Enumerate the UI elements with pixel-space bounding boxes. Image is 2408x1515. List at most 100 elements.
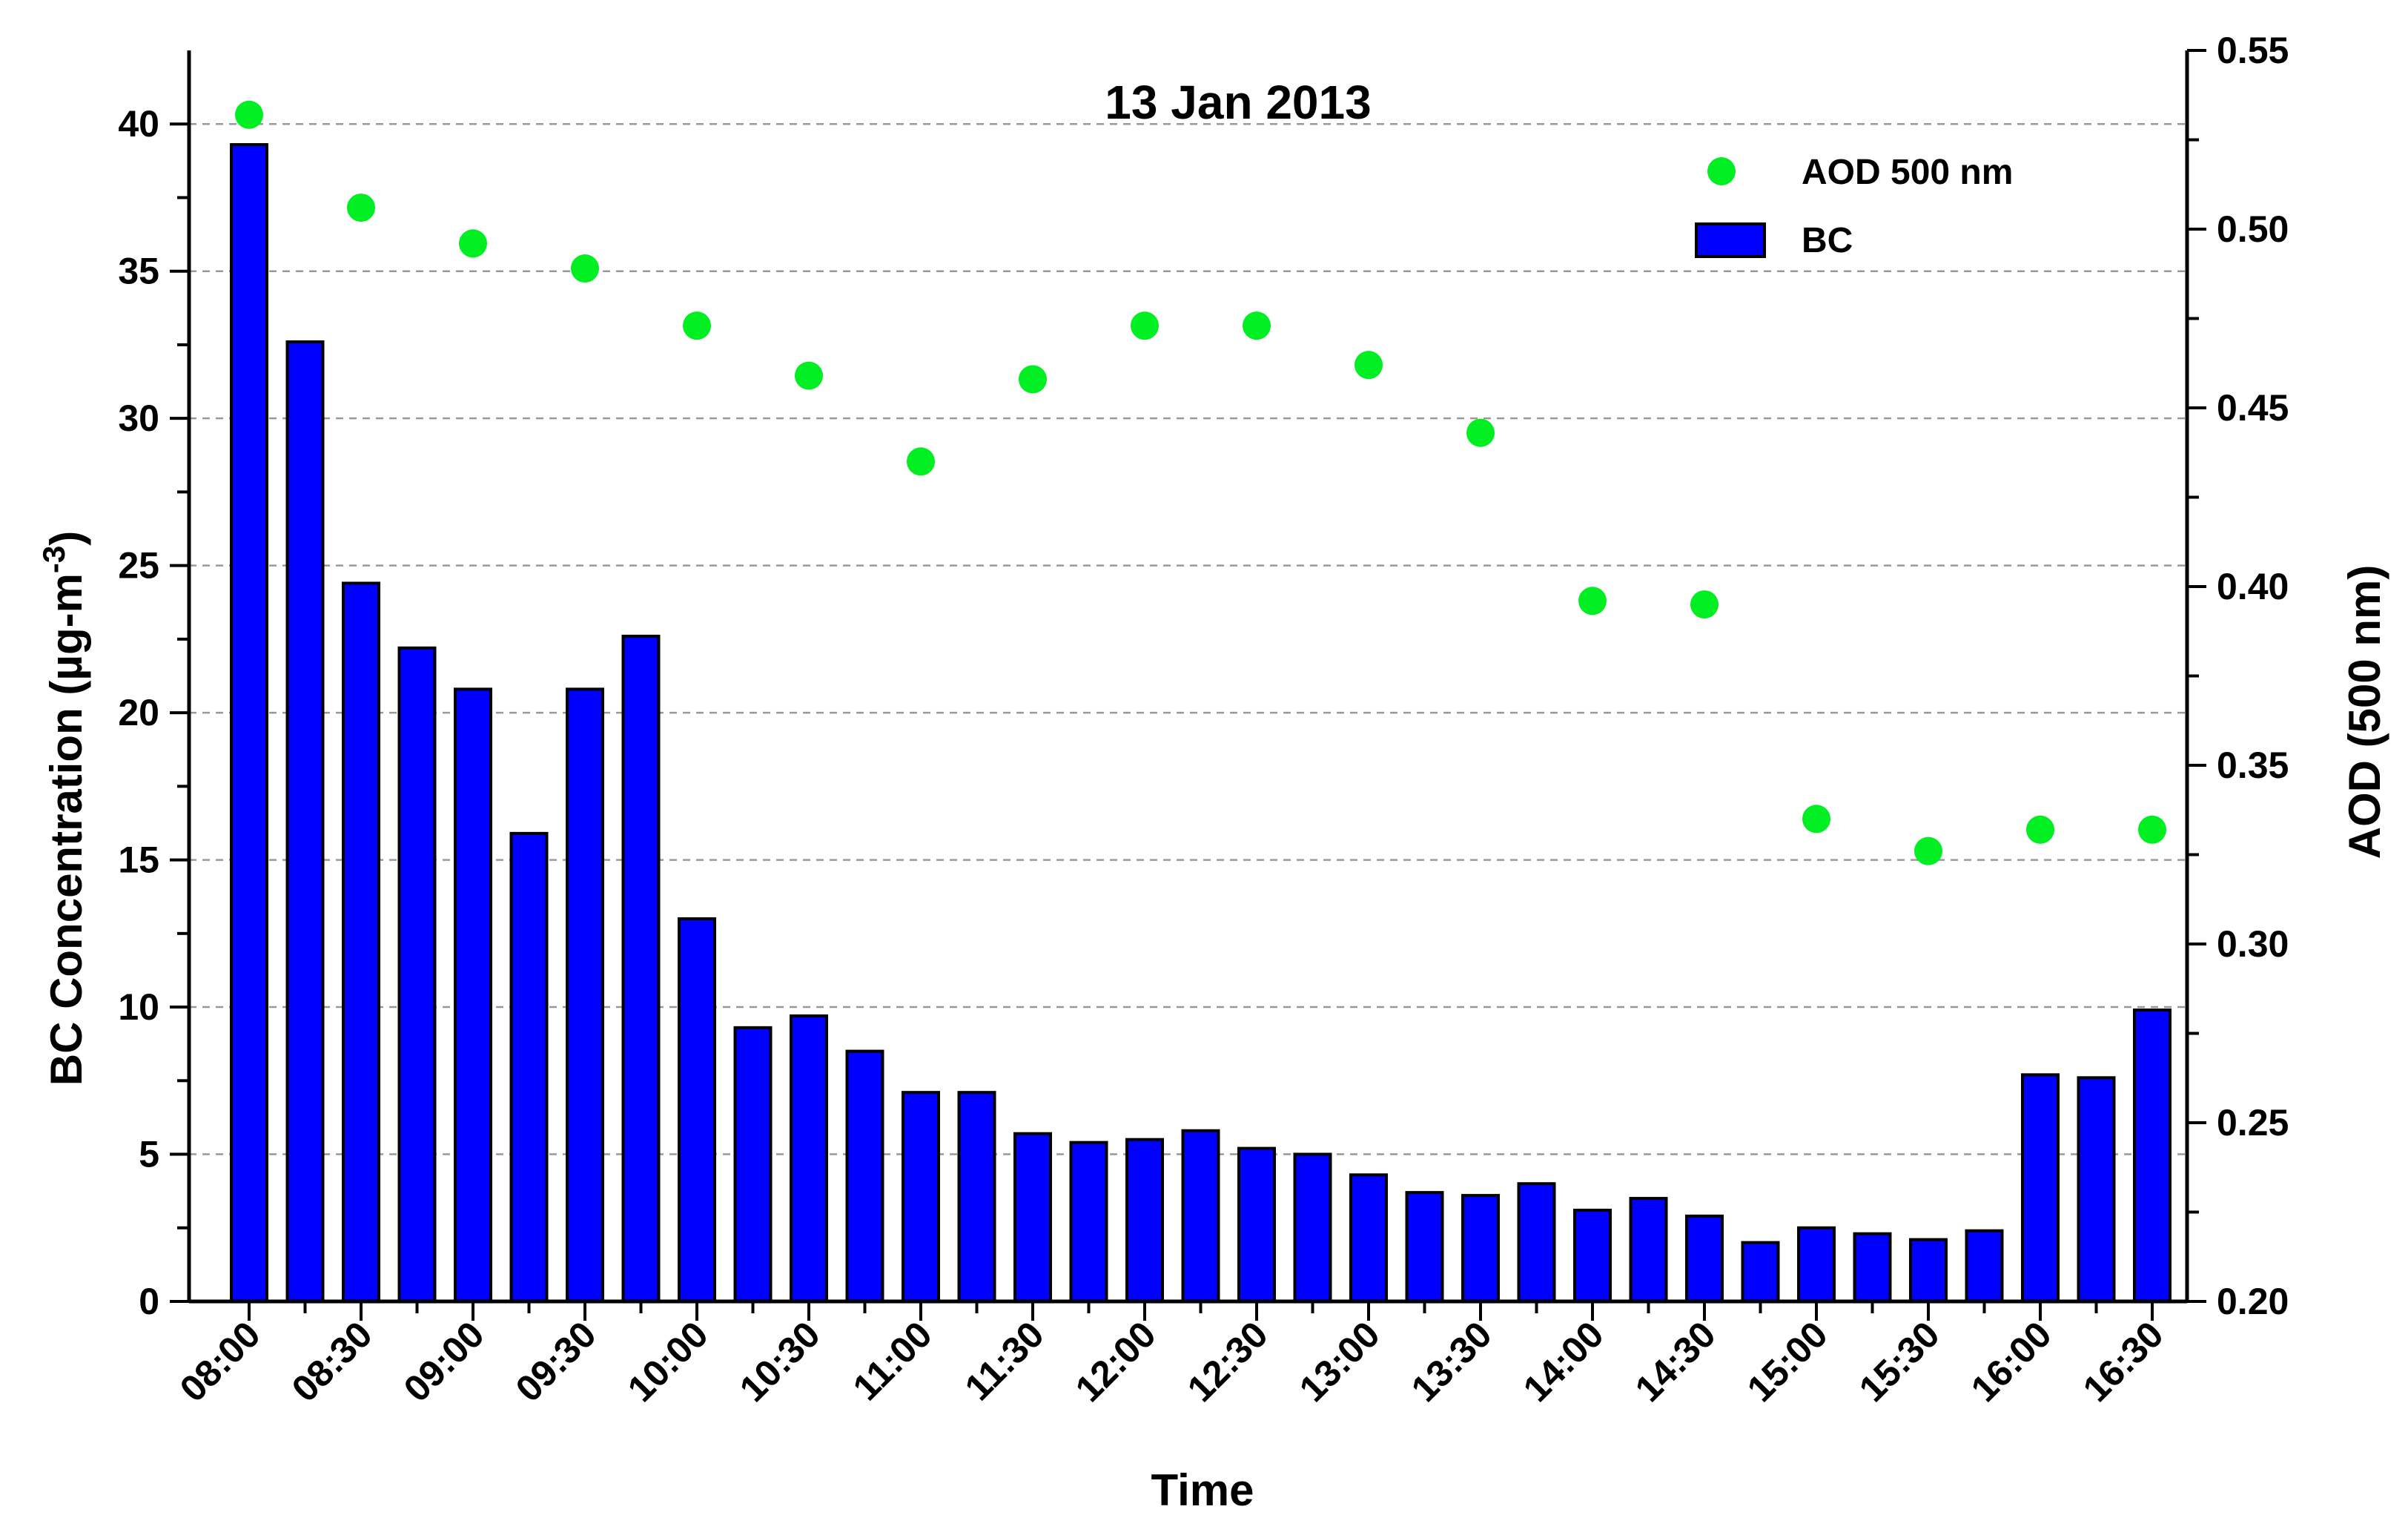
bar-bc <box>957 1091 996 1303</box>
y2-tick-label: 0.50 <box>2217 208 2289 250</box>
y2-tick-label: 0.20 <box>2217 1281 2289 1322</box>
point-aod <box>2138 815 2166 844</box>
x-tick-label: 14:00 <box>1515 1313 1612 1410</box>
y-tick-label: 30 <box>118 397 159 439</box>
y-axis-title-main: BC Concentration (µg-m <box>42 573 91 1086</box>
x-tick-label: 09:00 <box>396 1313 492 1410</box>
y-tick-label: 40 <box>118 103 159 145</box>
point-aod <box>1690 590 1719 619</box>
x-tick-label: 13:30 <box>1403 1313 1500 1410</box>
point-aod <box>347 194 375 222</box>
bar-bc <box>678 917 716 1303</box>
x-tick-label: 16:30 <box>2075 1313 2172 1410</box>
bar-bc <box>1741 1241 1780 1304</box>
tick-marks <box>170 49 2206 1321</box>
point-aod <box>683 311 711 340</box>
legend-bc-label: BC <box>1802 221 1853 260</box>
y2-axis-title: AOD (500 nm) <box>2340 565 2389 859</box>
bar-bc <box>790 1014 828 1303</box>
point-aod <box>1802 805 1830 834</box>
bar-bc <box>1629 1197 1668 1303</box>
bar-bc <box>566 687 604 1303</box>
y-axis-title: BC Concentration (µg-m-3) <box>36 531 92 1086</box>
x-tick-label: 12:30 <box>1180 1313 1276 1410</box>
point-aod <box>795 361 823 390</box>
y2-tick-label: 0.35 <box>2217 745 2289 786</box>
bar-bc <box>454 687 492 1303</box>
point-aod <box>1243 311 1271 340</box>
bar-bc <box>397 646 437 1303</box>
legend-bc-swatch <box>1695 222 1766 258</box>
legend: AOD 500 nm BC <box>1695 153 2013 260</box>
x-tick-label: 13:00 <box>1291 1313 1388 1410</box>
point-aod <box>1019 365 1047 394</box>
y2-tick-label: 0.25 <box>2217 1102 2289 1143</box>
bar-bc <box>2077 1076 2116 1303</box>
bar-bc <box>2133 1009 2172 1303</box>
bar-bc <box>1461 1194 1500 1304</box>
bar-bc <box>1909 1238 1948 1303</box>
bar-bc <box>1853 1232 1892 1303</box>
y2-tick-label: 0.30 <box>2217 923 2289 965</box>
bar-bc <box>733 1026 773 1304</box>
x-tick-label: 11:00 <box>845 1313 940 1408</box>
x-tick-label: 11:30 <box>957 1313 1052 1408</box>
x-tick-label: 14:30 <box>1627 1313 1724 1410</box>
point-aod <box>907 447 935 476</box>
bar-bc <box>2021 1073 2060 1304</box>
point-aod <box>1578 587 1607 615</box>
x-tick-label: 16:00 <box>1963 1313 2060 1410</box>
bar-bc <box>509 831 549 1303</box>
bar-bc <box>1237 1146 1276 1303</box>
bar-bc <box>1293 1152 1332 1303</box>
x-tick-label: 15:00 <box>1739 1313 1836 1410</box>
legend-aod-marker <box>1707 157 1736 185</box>
point-aod <box>1466 418 1495 447</box>
legend-aod-label: AOD 500 nm <box>1802 153 2013 192</box>
bar-bc <box>342 581 380 1303</box>
x-tick-label: 10:30 <box>732 1313 828 1410</box>
bc-bars <box>230 143 2172 1304</box>
point-aod <box>571 254 599 283</box>
aod-points <box>235 100 2166 865</box>
bar-bc <box>1517 1182 1556 1303</box>
y-tick-label: 25 <box>118 545 159 587</box>
bar-bc <box>1405 1191 1444 1303</box>
point-aod <box>1914 836 1942 865</box>
bar-bc <box>1685 1214 1724 1304</box>
y-axis-title-sup: -3 <box>36 546 71 573</box>
bar-bc <box>1069 1141 1108 1303</box>
x-tick-label: 09:30 <box>508 1313 604 1410</box>
x-tick-label: 08:30 <box>284 1313 380 1410</box>
y2-tick-label: 0.45 <box>2217 387 2289 429</box>
bar-bc <box>1965 1229 2004 1304</box>
y-tick-label: 10 <box>118 986 159 1028</box>
y2-tick-label: 0.40 <box>2217 566 2289 607</box>
x-tick-label: 12:00 <box>1068 1313 1164 1410</box>
y-tick-label: 15 <box>118 839 159 881</box>
bar-bc <box>1797 1226 1836 1303</box>
x-axis-title: Time <box>1151 1465 1254 1515</box>
x-tick-label: 08:00 <box>172 1313 268 1410</box>
point-aod <box>1354 351 1383 380</box>
y-tick-label: 20 <box>118 692 159 733</box>
bar-bc <box>230 143 268 1304</box>
point-aod <box>235 100 263 129</box>
bar-bc <box>1181 1129 1220 1304</box>
chart-title: 13 Jan 2013 <box>1105 76 1371 129</box>
point-aod <box>1131 311 1159 340</box>
bar-bc <box>845 1049 884 1303</box>
y-axis-title-end: ) <box>42 531 91 546</box>
bar-bc <box>285 340 325 1303</box>
point-aod <box>459 229 487 258</box>
x-tick-label: 15:30 <box>1851 1313 1948 1410</box>
x-tick-label: 10:00 <box>620 1313 716 1410</box>
y-tick-label: 5 <box>139 1134 159 1175</box>
bar-bc <box>1013 1132 1052 1303</box>
point-aod <box>2026 815 2054 844</box>
bar-bc <box>1573 1208 1612 1304</box>
bar-bc <box>1125 1138 1164 1304</box>
y-tick-label: 0 <box>139 1281 159 1322</box>
bar-bc <box>902 1091 940 1303</box>
